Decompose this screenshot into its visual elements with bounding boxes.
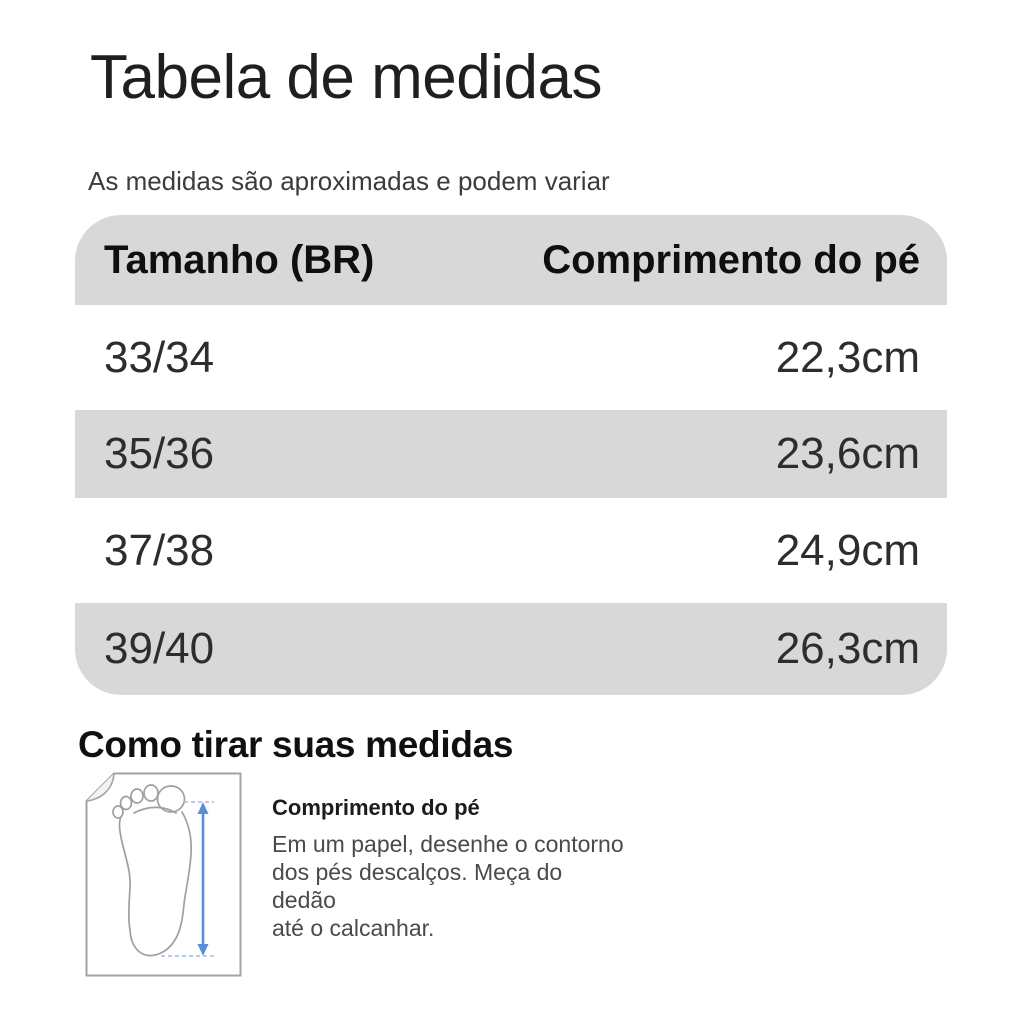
length-cell: 24,9cm <box>775 525 920 575</box>
column-header-size: Tamanho (BR) <box>104 237 375 282</box>
howto-item-text: Em um papel, desenhe o contorno dos pés … <box>272 831 624 941</box>
size-cell: 35/36 <box>104 429 215 478</box>
foot-outline-icon <box>112 784 193 957</box>
size-table-header-row: Tamanho (BR) Comprimento do pé <box>75 215 947 305</box>
foot-measure-illustration <box>85 772 242 977</box>
page-subtitle: As medidas são aproximadas e podem varia… <box>88 166 610 196</box>
table-row: 35/36 23,6cm <box>75 410 947 498</box>
length-cell: 22,3cm <box>775 332 920 382</box>
size-cell: 33/34 <box>104 332 215 382</box>
size-cell: 37/38 <box>104 525 215 575</box>
howto-description: Comprimento do pé Em um papel, desenhe o… <box>272 795 632 942</box>
size-table: Tamanho (BR) Comprimento do pé 33/34 22,… <box>75 215 947 695</box>
length-cell: 23,6cm <box>775 429 920 478</box>
measure-arrow-icon <box>161 801 214 957</box>
size-cell: 39/40 <box>104 624 215 673</box>
column-header-foot-length: Comprimento do pé <box>542 237 920 282</box>
howto-item-title: Comprimento do pé <box>272 795 480 820</box>
howto-heading: Como tirar suas medidas <box>78 724 514 765</box>
table-row: 39/40 26,3cm <box>75 603 947 695</box>
table-row: 33/34 22,3cm <box>75 305 947 410</box>
length-cell: 26,3cm <box>775 624 920 673</box>
table-row: 37/38 24,9cm <box>75 498 947 603</box>
page-title: Tabela de medidas <box>90 43 602 112</box>
